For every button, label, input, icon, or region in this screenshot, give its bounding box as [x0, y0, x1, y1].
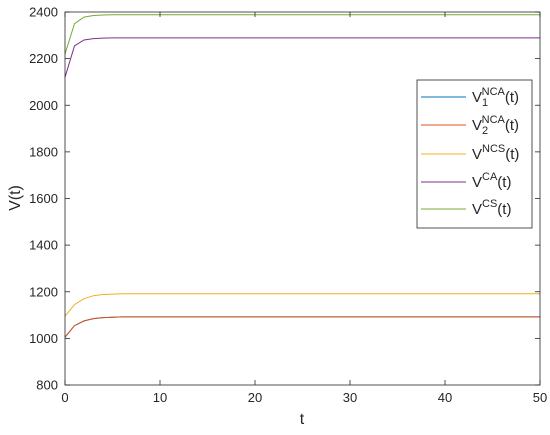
legend: V1NCA(t) V2NCA(t) VNCS(t) VCA(t) VCS(t) — [416, 79, 533, 229]
series-line-3 — [64, 293, 540, 317]
y-tick-label: 1000 — [29, 331, 58, 346]
y-tick-label: 1600 — [29, 191, 58, 206]
y-tick-label: 800 — [36, 378, 58, 393]
series-line-2 — [64, 316, 540, 338]
x-tick-label: 40 — [438, 390, 452, 405]
y-tick-label: 1800 — [29, 144, 58, 159]
legend-label-3: VNCS(t) — [472, 143, 519, 163]
legend-label-1: V1NCA(t) — [472, 86, 519, 109]
tick-layer: 0 10 20 30 40 50 800 1000 1200 1400 1600 1800 2000 22… — [29, 5, 547, 406]
legend-label-4: VCA(t) — [472, 171, 511, 191]
x-tick-label: 20 — [248, 390, 262, 405]
y-tick-label: 1400 — [29, 238, 58, 253]
y-tick-label: 2200 — [29, 51, 58, 66]
legend-label-5: VCS(t) — [472, 198, 511, 218]
y-tick-label: 2400 — [29, 5, 58, 20]
x-axis-label: t — [300, 411, 305, 428]
x-tick-label: 30 — [343, 390, 357, 405]
x-tick-label: 0 — [61, 390, 68, 405]
y-tick-label: 1200 — [29, 284, 58, 299]
x-tick-label: 50 — [533, 390, 547, 405]
x-tick-label: 10 — [153, 390, 167, 405]
legend-label-2: V2NCA(t) — [472, 114, 519, 137]
y-tick-label: 2000 — [29, 98, 58, 113]
y-axis-label: V(t) — [7, 185, 24, 211]
series-line-4 — [64, 37, 540, 78]
